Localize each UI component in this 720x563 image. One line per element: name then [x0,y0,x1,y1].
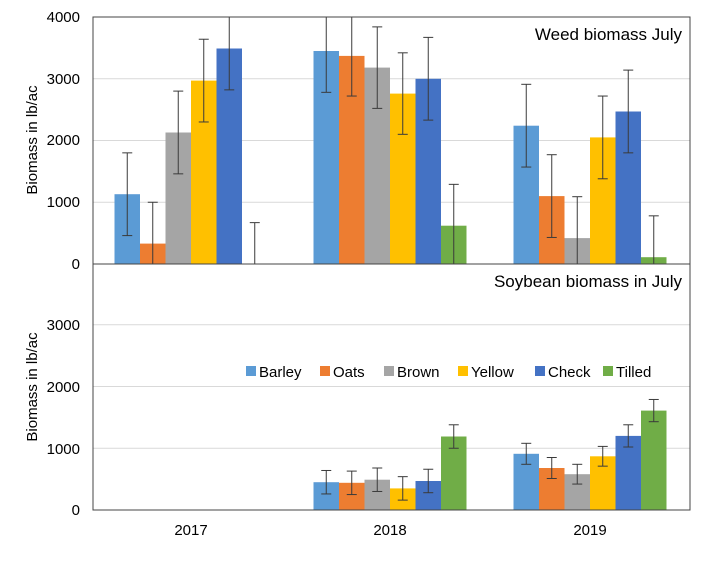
weed-errorbar-oats-2018 [346,17,357,97]
weed-errorbar-tilled-2017 [249,222,260,264]
soybean-panel-frame [92,263,691,511]
soybean-bar-tilled-2019 [641,410,667,510]
legend-swatch-barley [246,366,256,376]
soybean-errorbar-check-2018 [423,468,434,494]
soybean-errorbar-brown-2019 [572,463,583,485]
legend-label-yellow: Yellow [471,364,514,381]
weed-errorbar-yellow-2017 [198,38,209,123]
legend-label-brown: Brown [397,364,440,381]
weed-y-tick-label: 0 [72,256,80,273]
weed-errorbar-tilled-2019 [648,215,659,264]
soybean-errorbar-barley-2019 [521,442,532,465]
weed-errorbar-oats-2017 [147,201,158,264]
legend-label-check: Check [548,364,591,381]
legend: Barley Oats Brown Yellow Check Tilled [246,364,651,381]
soybean-errorbar-brown-2018 [372,467,383,492]
weed-errorbar-brown-2018 [372,26,383,109]
weed-errorbar-barley-2019 [521,83,532,168]
legend-swatch-brown [384,366,394,376]
weed-errorbar-tilled-2018 [448,183,459,264]
weed-panel-title: Weed biomass July [535,25,683,44]
weed-errorbar-check-2018 [423,36,434,121]
soybean-panel-bars [313,398,667,510]
weed-errorbar-barley-2018 [321,17,332,93]
weed-y-tick-label: 1000 [47,194,80,211]
soybean-errorbar-yellow-2018 [397,476,408,501]
legend-swatch-tilled [603,366,613,376]
soybean-y-tick-label: 0 [72,502,80,519]
weed-errorbar-check-2017 [224,17,235,91]
soybean-errorbar-tilled-2019 [648,398,659,423]
soybean-errorbar-barley-2018 [321,469,332,495]
weed-errorbar-check-2019 [623,69,634,154]
legend-label-tilled: Tilled [616,364,651,381]
legend-label-barley: Barley [259,364,302,381]
weed-y-tick-label: 3000 [47,71,80,88]
soybean-errorbar-oats-2019 [546,457,557,480]
weed-y-tick-label: 2000 [47,132,80,149]
weed-errorbar-yellow-2018 [397,52,408,135]
weed-y-axis-label: Biomass in lb/ac [24,85,41,195]
soybean-y-axis-label: Biomass in lb/ac [24,332,41,442]
weed-errorbar-oats-2019 [546,154,557,238]
x-category-label: 2017 [174,522,207,539]
legend-label-oats: Oats [333,364,365,381]
legend-swatch-check [535,366,545,376]
soybean-panel-title: Soybean biomass in July [494,272,683,291]
soybean-errorbar-check-2019 [623,424,634,448]
soybean-panel-gridlines [93,324,690,449]
soybean-bar-check-2019 [615,435,641,510]
x-category-label: 2018 [373,522,406,539]
soybean-errorbar-tilled-2018 [448,424,459,449]
weed-panel-bars [114,17,667,265]
weed-errorbar-yellow-2019 [597,95,608,180]
soybean-y-tick-label: 1000 [47,441,80,458]
soybean-errorbar-yellow-2019 [597,445,608,467]
weed-errorbar-brown-2019 [572,196,583,264]
weed-y-tick-label: 4000 [47,9,80,26]
soybean-y-tick-label: 2000 [47,379,80,396]
soybean-y-tick-label: 3000 [47,317,80,334]
weed-errorbar-barley-2017 [122,152,133,237]
legend-swatch-yellow [458,366,468,376]
soybean-errorbar-oats-2018 [346,470,357,496]
weed-errorbar-brown-2017 [173,90,184,175]
x-category-label: 2019 [573,522,606,539]
legend-swatch-oats [320,366,330,376]
